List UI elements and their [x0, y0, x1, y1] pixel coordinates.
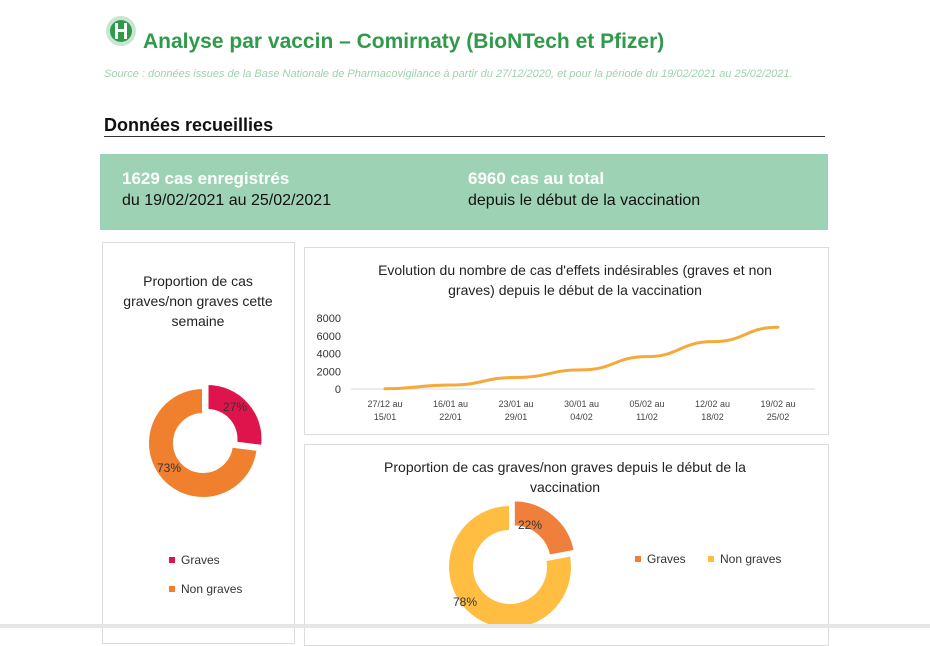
legend-swatch-graves [169, 556, 175, 563]
page-bottom-bar [0, 624, 930, 628]
x-tick-label: 22/01 [439, 412, 462, 422]
weekly-cases-block: 1629 cas enregistrés du 19/02/2021 au 25… [122, 168, 331, 212]
section-title: Données recueillies [104, 115, 274, 135]
weekly-cases-count: 1629 cas enregistrés [122, 169, 290, 188]
y-tick-label: 0 [335, 384, 341, 396]
x-tick-label: 27/12 au [367, 399, 402, 409]
x-tick-label: 12/02 au [695, 399, 730, 409]
page-title: Analyse par vaccin – Comirnaty (BioNTech… [143, 30, 665, 53]
y-tick-label: 6000 [317, 331, 341, 343]
x-tick-label: 19/02 au [760, 399, 795, 409]
x-tick-label: 29/01 [505, 412, 528, 422]
summary-banner: 1629 cas enregistrés du 19/02/2021 au 25… [100, 154, 828, 230]
donut-slice-graves [512, 499, 576, 557]
total-cases-count: 6960 cas au total [468, 169, 605, 188]
series-line-cases [383, 325, 780, 391]
total-legend-non-graves: Non graves [708, 552, 781, 566]
legend-swatch-non-graves [708, 555, 714, 562]
x-tick-label: 11/02 [636, 412, 658, 422]
donut-label: 22% [518, 518, 542, 532]
legend-label-graves: Graves [647, 552, 686, 566]
total-cases-block: 6960 cas au total depuis le début de la … [468, 168, 700, 212]
donut-slice-non-graves [147, 386, 259, 499]
donut-slice-graves [206, 383, 264, 448]
x-tick-label: 16/01 au [433, 399, 468, 409]
y-tick-label: 8000 [317, 313, 341, 325]
donut-label: 27% [223, 400, 247, 414]
y-tick-label: 4000 [317, 349, 341, 361]
total-donut-title: Proportion de cas graves/non graves depu… [384, 459, 746, 495]
legend-label-graves: Graves [181, 553, 220, 567]
evolution-line-panel: Evolution du nombre de cas d'effets indé… [304, 247, 829, 435]
evolution-line-chart: 0 2000 4000 6000 8000 27/12 au 15/01 16/01 au 22… [317, 313, 815, 422]
x-tick-label: 05/02 au [629, 399, 664, 409]
weekly-legend-graves: Graves [169, 553, 220, 567]
weekly-donut-panel: Proportion de cas graves/non graves cett… [102, 242, 295, 644]
x-tick-label: 30/01 au [564, 399, 599, 409]
y-tick-label: 2000 [317, 366, 341, 378]
weekly-legend-non-graves: Non graves [169, 582, 242, 596]
x-tick-label: 04/02 [570, 412, 593, 422]
section-divider [104, 136, 825, 137]
weekly-donut-title: Proportion de cas graves/non graves cett… [123, 273, 273, 329]
total-donut-panel: Proportion de cas graves/non graves depu… [304, 444, 829, 646]
evolution-line-title: Evolution du nombre de cas d'effets indé… [378, 262, 772, 298]
donut-label: 78% [453, 595, 477, 609]
x-tick-label: 18/02 [701, 412, 724, 422]
total-cases-period: depuis le début de la vaccination [468, 192, 701, 209]
x-tick-label: 23/01 au [498, 399, 533, 409]
total-legend-graves: Graves [635, 552, 686, 566]
weekly-cases-period: du 19/02/2021 au 25/02/2021 [122, 192, 332, 209]
total-donut-chart: 22% 78% [447, 499, 576, 630]
legend-swatch-graves [635, 555, 641, 562]
donut-label: 73% [157, 461, 181, 475]
legend-label-non-graves: Non graves [181, 582, 243, 596]
weekly-donut-chart: 27% 73% [147, 383, 264, 499]
ansm-logo-icon [106, 16, 136, 46]
legend-swatch-non-graves [169, 585, 175, 592]
source-note: Source : données issues de la Base Natio… [104, 68, 793, 80]
x-tick-label: 25/02 [767, 412, 790, 422]
x-tick-label: 15/01 [374, 412, 397, 422]
legend-label-non-graves: Non graves [720, 552, 782, 566]
